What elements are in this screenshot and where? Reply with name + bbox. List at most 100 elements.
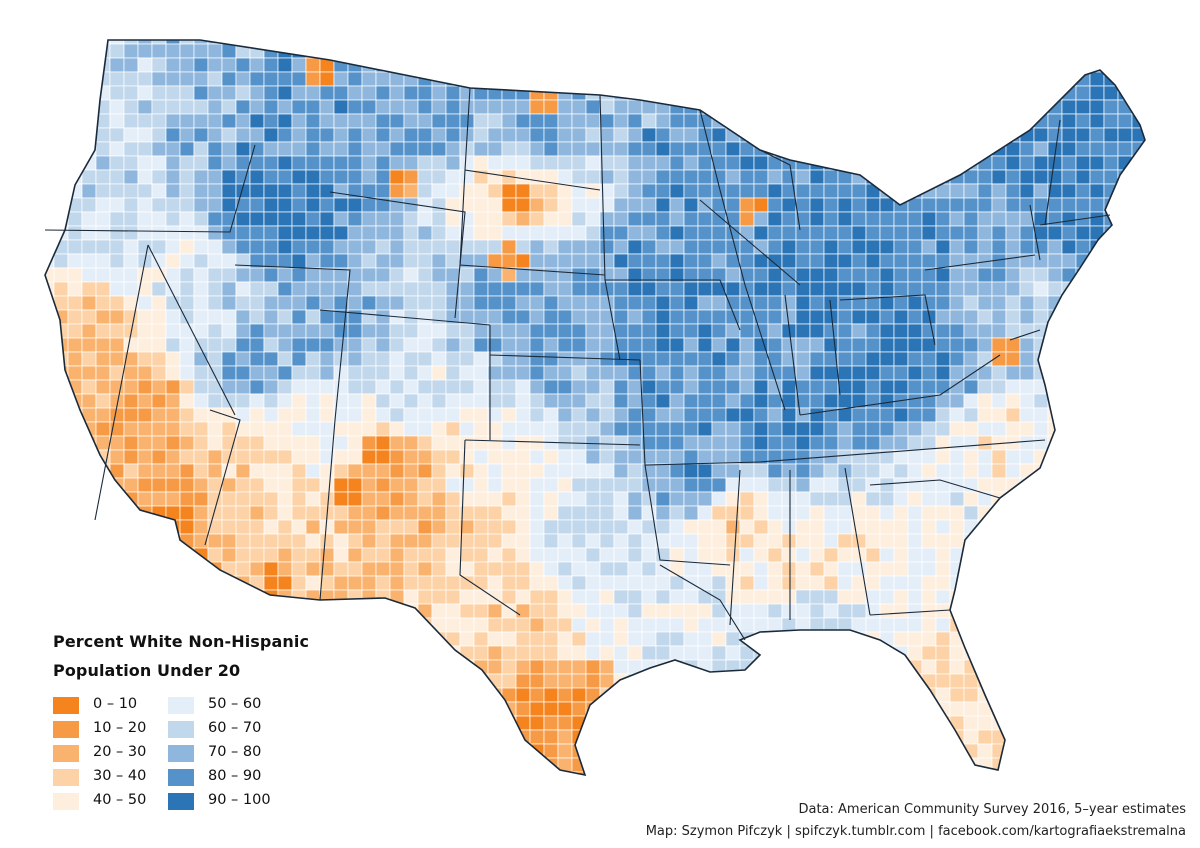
county-tile (739, 729, 755, 745)
county-tile (837, 57, 853, 73)
county-tile (207, 155, 223, 171)
county-tile (1033, 589, 1049, 605)
county-tile (1089, 393, 1105, 409)
county-tile (501, 281, 517, 297)
county-tile (697, 533, 713, 549)
county-tile (571, 533, 587, 549)
county-tile (557, 183, 573, 199)
county-tile (991, 239, 1007, 255)
county-tile (515, 561, 531, 577)
county-tile (1117, 631, 1133, 647)
county-tile (809, 267, 825, 283)
county-tile (851, 421, 867, 437)
county-tile (697, 463, 713, 479)
county-tile (445, 421, 461, 437)
county-tile (795, 183, 811, 199)
county-tile (683, 435, 699, 451)
county-tile (907, 99, 923, 115)
county-tile (599, 701, 615, 717)
county-tile (179, 561, 195, 577)
county-tile (1033, 407, 1049, 423)
county-tile (739, 477, 755, 493)
county-tile (711, 687, 727, 703)
county-tile (333, 757, 349, 773)
county-tile (753, 281, 769, 297)
county-tile (1019, 659, 1035, 675)
county-tile (585, 379, 601, 395)
county-tile (977, 393, 993, 409)
county-tile (879, 113, 895, 129)
county-tile (725, 463, 741, 479)
county-tile (1061, 715, 1077, 731)
county-tile (739, 197, 755, 213)
county-tile (1103, 729, 1119, 745)
county-tile (109, 183, 125, 199)
county-tile (1075, 351, 1091, 367)
county-tile (725, 729, 741, 745)
county-tile (529, 533, 545, 549)
county-tile (361, 757, 377, 773)
county-tile (81, 253, 97, 269)
county-tile (599, 645, 615, 661)
county-tile (417, 435, 433, 451)
county-tile (627, 295, 643, 311)
county-tile (53, 435, 69, 451)
county-tile (809, 127, 825, 143)
county-tile (1047, 659, 1063, 675)
county-tile (375, 295, 391, 311)
county-tile (361, 687, 377, 703)
county-tile (669, 225, 685, 241)
county-tile (445, 463, 461, 479)
county-tile (1061, 547, 1077, 563)
county-tile (221, 85, 237, 101)
county-tile (137, 603, 153, 619)
county-tile (977, 715, 993, 731)
county-tile (361, 141, 377, 157)
county-tile (655, 701, 671, 717)
county-tile (95, 547, 111, 563)
county-tile (1047, 533, 1063, 549)
county-tile (361, 729, 377, 745)
county-tile (45, 463, 55, 479)
county-tile (767, 547, 783, 563)
county-tile (417, 449, 433, 465)
county-tile (249, 351, 265, 367)
county-tile (977, 589, 993, 605)
county-tile (963, 127, 979, 143)
county-tile (431, 365, 447, 381)
county-tile (53, 477, 69, 493)
county-tile (669, 351, 685, 367)
county-tile (487, 533, 503, 549)
county-tile (249, 267, 265, 283)
county-tile (389, 673, 405, 689)
county-tile (1131, 57, 1145, 73)
county-tile (809, 533, 825, 549)
county-tile (459, 449, 475, 465)
county-tile (67, 547, 83, 563)
county-tile (1131, 519, 1145, 535)
county-tile (1019, 715, 1035, 731)
county-tile (1146, 380, 1160, 394)
county-tile (1047, 351, 1063, 367)
county-tile (53, 449, 69, 465)
county-tile (1076, 786, 1090, 800)
county-tile (403, 295, 419, 311)
county-tile (907, 617, 923, 633)
county-tile (45, 561, 55, 577)
county-tile (529, 127, 545, 143)
county-tile (515, 477, 531, 493)
county-tile (698, 786, 712, 800)
county-tile (403, 463, 419, 479)
county-tile (599, 631, 615, 647)
county-tile (459, 295, 475, 311)
county-tile (795, 449, 811, 465)
county-tile (809, 253, 825, 269)
county-tile (207, 547, 223, 563)
county-tile (627, 505, 643, 521)
county-tile (487, 603, 503, 619)
county-tile (1089, 71, 1105, 87)
county-tile (1075, 659, 1091, 675)
county-tile (473, 631, 489, 647)
county-tile (949, 211, 965, 227)
county-tile (333, 743, 349, 759)
